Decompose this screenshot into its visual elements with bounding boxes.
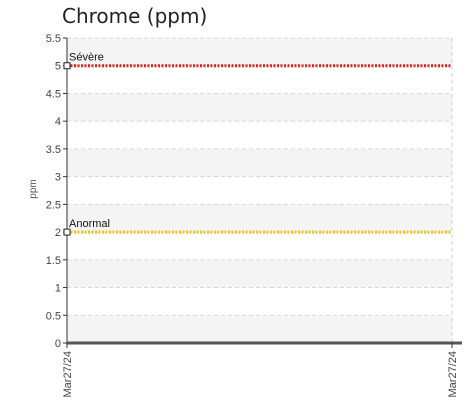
axes <box>66 38 462 345</box>
y-tick-label: 3.5 <box>46 144 61 156</box>
chart-title: Chrome (ppm) <box>62 4 208 28</box>
series-marker <box>63 62 71 70</box>
x-ticks: Mar27/24 Mar27/24 <box>62 343 459 397</box>
y-tick-label: 0 <box>55 338 61 350</box>
x-tick-label: Mar27/24 <box>62 351 74 397</box>
background-bands <box>67 38 452 343</box>
series-label: Anormal <box>69 218 110 230</box>
background-band <box>67 148 452 177</box>
gridlines <box>66 37 453 344</box>
y-tick-label: 5.5 <box>46 33 61 45</box>
background-band <box>67 93 452 122</box>
series-label: Sévère <box>69 52 104 64</box>
y-tick-label: 1 <box>55 283 61 295</box>
y-tick-label: 2.5 <box>46 199 61 211</box>
background-band <box>67 38 452 66</box>
series-marker <box>63 228 71 236</box>
x-tick-label: Mar27/24 <box>447 351 459 397</box>
series-lines: Sévère Anormal <box>63 52 452 236</box>
y-tick-label: 0.5 <box>46 310 61 322</box>
background-band <box>67 259 452 288</box>
background-band <box>67 315 452 343</box>
y-tick-label: 4.5 <box>46 88 61 100</box>
background-band <box>67 204 452 233</box>
y-tick-label: 1.5 <box>46 255 61 267</box>
y-tick-label: 5 <box>55 61 61 73</box>
y-axis-title: ppm <box>28 179 39 198</box>
y-ticks: 0 0.5 1 1.5 2 2.5 3 3.5 4 4.5 5 5.5 <box>46 33 67 350</box>
y-tick-label: 4 <box>55 116 61 128</box>
y-tick-label: 2 <box>55 227 61 239</box>
y-tick-label: 3 <box>55 172 61 184</box>
